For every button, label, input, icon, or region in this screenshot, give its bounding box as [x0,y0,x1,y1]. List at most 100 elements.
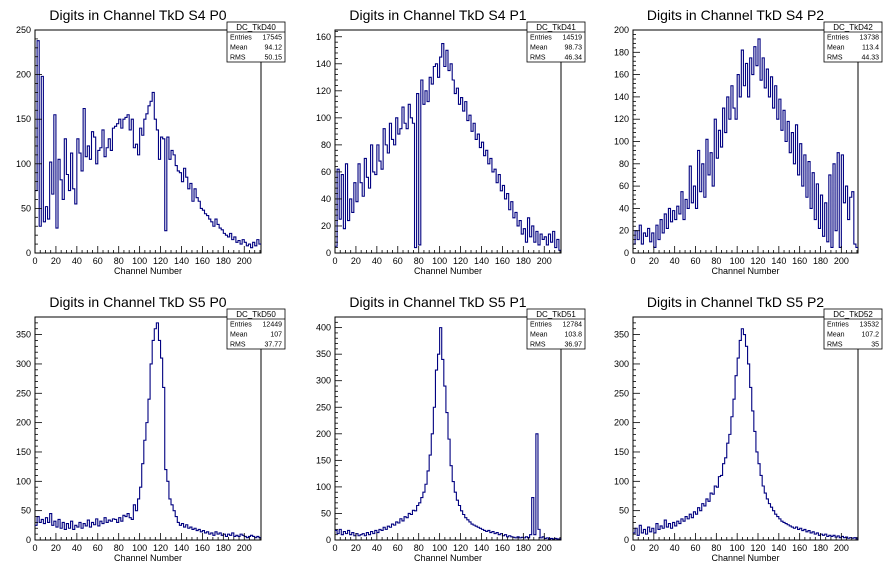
x-tick-label: 100 [730,543,745,553]
x-tick-label: 80 [711,256,721,266]
stats-label: Entries [530,322,552,329]
y-tick-label: 150 [614,447,629,457]
y-tick-label: 150 [316,455,331,465]
y-tick-label: 0 [624,535,629,545]
y-tick-label: 0 [624,248,629,258]
y-tick-label: 400 [316,323,331,333]
y-tick-label: 0 [26,248,31,258]
stats-value: 12784 [563,322,583,329]
x-tick-label: 20 [51,256,61,266]
y-tick-label: 50 [321,508,331,518]
stats-box-frame [823,308,883,350]
x-tick-label: 120 [453,543,468,553]
histogram-line [633,328,858,540]
y-tick-label: 100 [614,137,629,147]
x-axis-title: Channel Number [711,553,779,563]
y-tick-label: 300 [16,359,31,369]
x-tick-label: 200 [834,543,849,553]
histogram-pad: Digits in Channel TkD S4 P0 0 20 40 60 80 100 1… [16,7,286,276]
x-tick-label: 0 [32,543,37,553]
x-axis-title: Channel Number [114,266,182,276]
x-tick-label: 140 [174,256,189,266]
x-tick-label: 100 [432,256,447,266]
x-tick-label: 80 [114,256,124,266]
plot-frame [334,29,562,254]
x-tick-label: 80 [114,543,124,553]
stats-value: 98.73 [564,45,582,52]
x-tick-label: 40 [72,256,82,266]
x-tick-label: 180 [813,256,828,266]
x-tick-label: 160 [495,256,510,266]
histogram-pad: Digits in Channel TkD S5 P1 0 20 40 60 80 100 1… [316,294,586,563]
y-tick-label: 350 [16,330,31,340]
y-tick-label: 50 [21,506,31,516]
stats-value: 37.77 [264,342,282,349]
stats-box: DC_TkD50 Entries 12449 Mean 107 RMS 37.77 [226,308,286,350]
y-tick-label: 200 [16,418,31,428]
stats-label: RMS [530,342,546,349]
stats-label: Mean [530,332,548,339]
x-tick-label: 60 [393,543,403,553]
stats-value: 13738 [860,35,880,42]
stats-value: 14519 [563,35,583,42]
x-tick-label: 100 [730,256,745,266]
x-tick-label: 60 [93,256,103,266]
stats-value: 103.8 [564,332,582,339]
histogram-line [633,38,858,248]
y-tick-label: 160 [316,32,331,42]
x-tick-label: 120 [153,256,168,266]
y-tick-label: 0 [326,535,331,545]
histogram-line [35,322,261,539]
x-axis-title: Channel Number [711,266,779,276]
x-tick-label: 160 [195,256,210,266]
x-tick-label: 80 [414,256,424,266]
x-tick-label: 20 [51,543,61,553]
plot-frame [34,316,262,541]
x-tick-label: 200 [237,543,252,553]
x-tick-label: 200 [834,256,849,266]
stats-label: RMS [827,55,843,62]
y-tick-label: 100 [316,113,331,123]
y-tick-label: 100 [16,476,31,486]
y-tick-label: 150 [16,447,31,457]
x-axis-title: Channel Number [414,266,482,276]
x-tick-label: 20 [351,256,361,266]
stats-box: DC_TkD51 Entries 12784 Mean 103.8 RMS 36.97 [526,308,586,350]
histogram-line [335,327,561,540]
x-tick-label: 0 [630,543,635,553]
pad-title: Digits in Channel TkD S4 P0 [49,7,226,23]
y-tick-label: 50 [21,203,31,213]
x-tick-label: 60 [93,543,103,553]
x-tick-label: 140 [174,543,189,553]
x-tick-label: 60 [393,256,403,266]
x-tick-label: 40 [372,256,382,266]
y-tick-label: 250 [16,388,31,398]
stats-label: RMS [827,342,843,349]
stats-label: Entries [230,322,252,329]
y-tick-label: 80 [321,140,331,150]
stats-label: Entries [827,322,849,329]
plot-frame [632,316,859,541]
pad-title: Digits in Channel TkD S4 P1 [349,7,526,23]
stats-label: Mean [827,332,845,339]
x-tick-label: 40 [670,256,680,266]
stats-box: DC_TkD42 Entries 13738 Mean 113.4 RMS 44.33 [823,21,883,63]
y-tick-label: 0 [26,535,31,545]
y-tick-label: 100 [16,159,31,169]
x-tick-label: 100 [132,543,147,553]
x-tick-label: 180 [813,543,828,553]
x-axis-title: Channel Number [414,553,482,563]
y-tick-label: 40 [321,194,331,204]
y-tick-label: 50 [619,506,629,516]
y-tick-label: 250 [316,402,331,412]
stats-value: 113.4 [862,45,879,52]
x-tick-label: 40 [670,543,680,553]
y-tick-label: 150 [16,114,31,124]
stats-histogram-name: DC_TkD50 [236,310,276,319]
pad-title: Digits in Channel TkD S5 P0 [49,294,226,310]
plot-frame [34,29,262,254]
stats-value: 17545 [263,35,283,42]
y-tick-label: 60 [321,167,331,177]
